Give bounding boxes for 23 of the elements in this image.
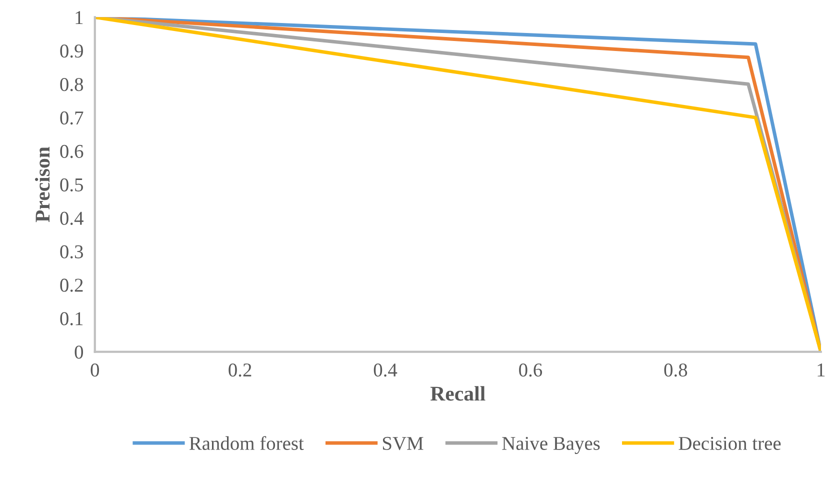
x-tick-label: 0.8 — [664, 363, 688, 377]
y-tick-label: 0.7 — [60, 111, 84, 125]
y-tick-label: 0 — [74, 346, 84, 359]
y-tick-label: 0.1 — [60, 312, 83, 326]
x-tick-label: 1 — [818, 364, 825, 376]
x-tick-label: 0 — [90, 363, 99, 377]
x-tick-label: 0.4 — [374, 363, 398, 377]
legend-label: SVM — [382, 436, 424, 450]
y-tick-label: 0.8 — [60, 78, 84, 92]
y-tick-label: 0.4 — [60, 212, 84, 225]
y-tick-label: 0.3 — [60, 245, 84, 258]
x-tick-label: 0.2 — [228, 363, 252, 377]
y-tick-label: 0.2 — [60, 278, 83, 292]
y-tick-label: 0.5 — [60, 178, 84, 192]
y-tick-label: 0.6 — [60, 144, 84, 158]
legend-label: Random forest — [189, 436, 304, 450]
y-axis-title: Precison — [35, 146, 50, 222]
legend-label: Decision tree — [678, 436, 781, 450]
y-tick-label: 0.9 — [60, 44, 83, 58]
x-axis-title: Recall — [430, 386, 486, 401]
legend-label: Naive Bayes — [502, 436, 600, 454]
y-tick-label: 1 — [76, 11, 83, 24]
x-tick-label: 0.6 — [519, 363, 542, 377]
